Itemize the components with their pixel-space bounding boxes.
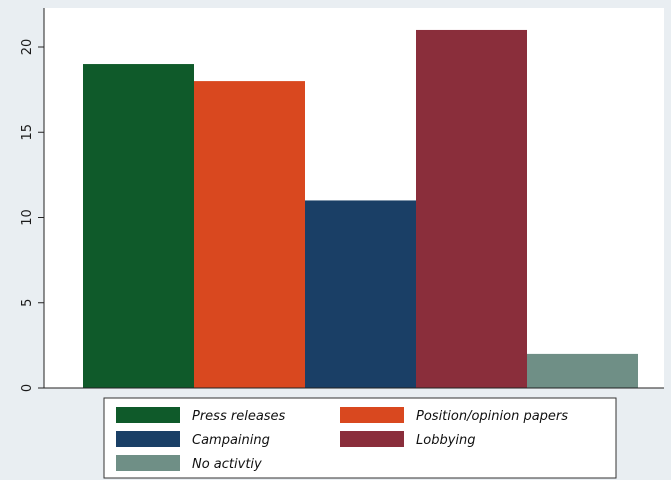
bar-lobbying (416, 29, 527, 388)
y-tick-label: 15 (20, 124, 35, 141)
y-tick-label: 10 (20, 209, 35, 226)
legend-swatch (116, 455, 180, 471)
bars-group (83, 29, 638, 389)
legend-label: Position/opinion papers (416, 409, 568, 424)
bar-position-opinion-papers (194, 81, 305, 388)
legend-label: No activtiy (192, 457, 262, 472)
legend-swatch (340, 407, 404, 423)
y-tick-label: 5 (20, 299, 35, 307)
bar-press-releases (83, 64, 194, 389)
y-tick-label: 20 (20, 39, 35, 56)
y-axis: 0 5 10 15 20 (20, 39, 44, 392)
legend-swatch (116, 407, 180, 423)
legend-label: Lobbying (416, 433, 476, 448)
y-tick-label: 0 (20, 384, 35, 392)
bar-campaining (305, 200, 416, 388)
legend-swatch (116, 431, 180, 447)
legend-label: Campaining (192, 433, 270, 448)
legend: Press releases Position/opinion papers Cam… (103, 397, 617, 479)
legend-label: Press releases (192, 409, 286, 424)
bar-no-activtiy (527, 353, 638, 388)
legend-swatch (340, 431, 404, 447)
